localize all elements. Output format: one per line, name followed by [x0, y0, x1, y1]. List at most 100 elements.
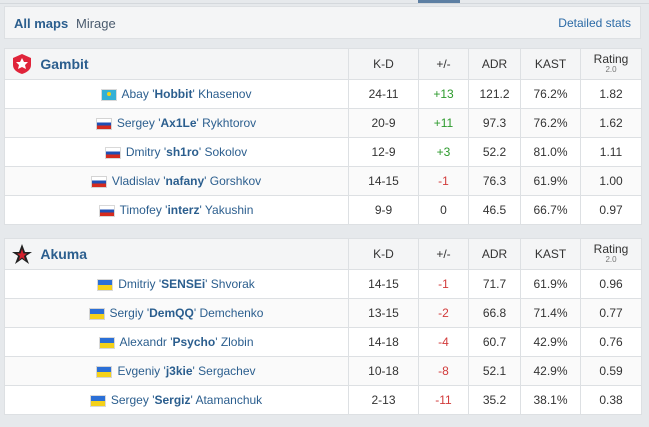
rating-cell: 1.62	[580, 108, 642, 138]
column-header-rating[interactable]: Rating 2.0	[580, 48, 642, 80]
ua-flag-icon	[98, 279, 113, 290]
diff-cell: -1	[418, 269, 469, 299]
kd-cell: 14-15	[348, 166, 419, 196]
column-header-diff[interactable]: +/-	[418, 48, 469, 80]
adr-cell: 52.2	[468, 137, 521, 167]
column-header-kast[interactable]: KAST	[520, 238, 581, 270]
player-cell[interactable]: Alexandr 'Psycho' Zlobin	[4, 327, 349, 357]
rating-label: Rating	[593, 51, 629, 66]
table-row: Vladislav 'nafany' Gorshkov 14-15 -1 76.3 61…	[4, 166, 642, 196]
player-cell[interactable]: Abay 'Hobbit' Khasenov	[4, 79, 349, 109]
team-stats-table-gambit: Gambit K-D +/- ADR KAST Rating 2.0 Abay …	[4, 48, 642, 225]
ru-flag-icon	[91, 176, 106, 187]
tab-mirage[interactable]: Mirage	[76, 16, 116, 31]
player-cell[interactable]: Sergey 'Sergiz' Atamanchuk	[4, 385, 349, 415]
player-cell[interactable]: Sergey 'Ax1Le' Rykhtorov	[4, 108, 349, 138]
ua-flag-icon	[90, 395, 105, 406]
rating-cell: 0.59	[580, 356, 642, 386]
team-name: Akuma	[40, 246, 88, 262]
player-cell[interactable]: Timofey 'interz' Yakushin	[4, 195, 349, 225]
table-row: Evgeniy 'j3kie' Sergachev 10-18 -8 52.1 42.9…	[4, 356, 642, 386]
diff-cell: -1	[418, 166, 469, 196]
diff-cell: -4	[418, 327, 469, 357]
kd-cell: 13-15	[348, 298, 419, 328]
player-first-name: Vladislav	[111, 174, 160, 188]
player-nickname: Ax1Le	[160, 116, 197, 130]
player-first-name: Alexandr	[119, 335, 167, 349]
kd-cell: 14-18	[348, 327, 419, 357]
ua-flag-icon	[97, 366, 112, 377]
table-header-row: Akuma K-D +/- ADR KAST Rating 2.0	[4, 238, 642, 270]
column-header-kast[interactable]: KAST	[520, 48, 581, 80]
player-nickname: Psycho	[172, 335, 216, 349]
player-nickname: j3kie	[165, 364, 193, 378]
player-cell[interactable]: Dmitry 'sh1ro' Sokolov	[4, 137, 349, 167]
active-tab-indicator	[418, 0, 460, 3]
player-first-name: Sergiy	[109, 306, 144, 320]
table-row: Dmitriy 'SENSEi' Shvorak 14-15 -1 71.7 61.9%…	[4, 269, 642, 299]
column-header-rating[interactable]: Rating 2.0	[580, 238, 642, 270]
adr-cell: 60.7	[468, 327, 521, 357]
player-first-name: Sergey	[110, 393, 149, 407]
detailed-stats-link[interactable]: Detailed stats	[558, 16, 631, 30]
rating-cell: 0.76	[580, 327, 642, 357]
player-cell[interactable]: Sergiy 'DemQQ' Demchenko	[4, 298, 349, 328]
kd-cell: 2-13	[348, 385, 419, 415]
diff-cell: +11	[418, 108, 469, 138]
player-last-name: Rykhtorov	[202, 116, 257, 130]
rating-cell: 1.82	[580, 79, 642, 109]
table-row: Abay 'Hobbit' Khasenov 24-11 +13 121.2 76.2%…	[4, 79, 642, 109]
player-nickname: Sergiz	[154, 393, 191, 407]
diff-cell: +13	[418, 79, 469, 109]
diff-cell: -2	[418, 298, 469, 328]
tab-all-maps[interactable]: All maps	[14, 16, 69, 31]
column-header-kd[interactable]: K-D	[348, 238, 419, 270]
adr-cell: 71.7	[468, 269, 521, 299]
diff-cell: +3	[418, 137, 469, 167]
team-header[interactable]: Akuma	[4, 238, 349, 270]
player-first-name: Abay	[121, 87, 149, 101]
kd-cell: 10-18	[348, 356, 419, 386]
rating-cell: 0.97	[580, 195, 642, 225]
diff-cell: -8	[418, 356, 469, 386]
player-last-name: Sergachev	[198, 364, 256, 378]
top-bar	[0, 0, 649, 4]
player-cell[interactable]: Vladislav 'nafany' Gorshkov	[4, 166, 349, 196]
kast-cell: 76.2%	[520, 108, 581, 138]
diff-cell: -11	[418, 385, 469, 415]
player-last-name: Yakushin	[204, 203, 254, 217]
adr-cell: 46.5	[468, 195, 521, 225]
divider	[0, 3, 649, 4]
rating-version: 2.0	[605, 254, 617, 264]
team-stats-table-akuma: Akuma K-D +/- ADR KAST Rating 2.0 Dmitri…	[4, 238, 642, 415]
player-cell[interactable]: Dmitriy 'SENSEi' Shvorak	[4, 269, 349, 299]
ua-flag-icon	[89, 308, 104, 319]
column-header-adr[interactable]: ADR	[468, 48, 521, 80]
kd-cell: 9-9	[348, 195, 419, 225]
diff-cell: 0	[418, 195, 469, 225]
player-last-name: Khasenov	[198, 87, 252, 101]
kast-cell: 42.9%	[520, 327, 581, 357]
player-last-name: Sokolov	[204, 145, 248, 159]
player-first-name: Dmitry	[125, 145, 161, 159]
player-first-name: Sergey	[116, 116, 155, 130]
player-cell[interactable]: Evgeniy 'j3kie' Sergachev	[4, 356, 349, 386]
player-nickname: sh1ro	[166, 145, 199, 159]
map-tabs-bar: All maps Mirage Detailed stats	[4, 6, 641, 39]
table-row: Sergey 'Ax1Le' Rykhtorov 20-9 +11 97.3 76.2%…	[4, 108, 642, 138]
kd-cell: 20-9	[348, 108, 419, 138]
kast-cell: 61.9%	[520, 166, 581, 196]
player-nickname: DemQQ	[149, 306, 194, 320]
player-first-name: Dmitriy	[118, 277, 156, 291]
adr-cell: 97.3	[468, 108, 521, 138]
column-header-adr[interactable]: ADR	[468, 238, 521, 270]
ru-flag-icon	[99, 205, 114, 216]
column-header-diff[interactable]: +/-	[418, 238, 469, 270]
adr-cell: 66.8	[468, 298, 521, 328]
player-last-name: Shvorak	[210, 277, 255, 291]
column-header-kd[interactable]: K-D	[348, 48, 419, 80]
player-first-name: Timofey	[119, 203, 162, 217]
table-row: Alexandr 'Psycho' Zlobin 14-18 -4 60.7 42.9%…	[4, 327, 642, 357]
player-nickname: nafany	[165, 174, 205, 188]
team-header[interactable]: Gambit	[4, 48, 349, 80]
